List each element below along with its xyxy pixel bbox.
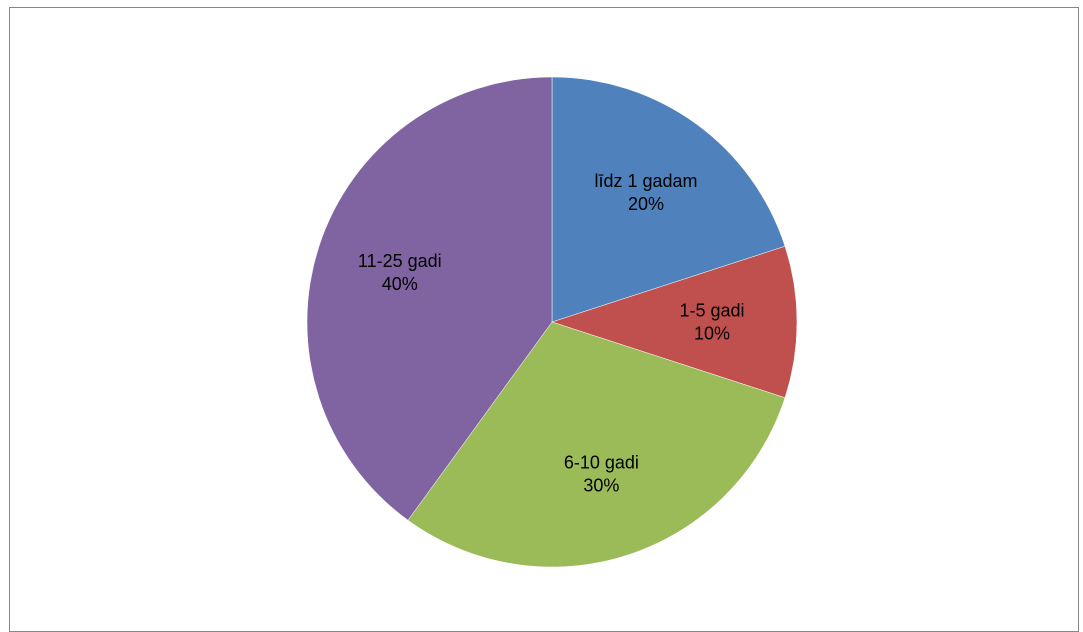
slice-percent-1-5-gadi: 10% [694, 324, 730, 344]
pie-slice-1-5-gadi [551, 245, 798, 399]
slice-label-lidz-1-gadam: līdz 1 gadam [594, 171, 697, 191]
slice-percent-lidz-1-gadam: 20% [628, 194, 664, 214]
slice-label-1-5-gadi: 1-5 gadi [679, 301, 744, 321]
pie-slice-6-10-gadi [407, 321, 786, 568]
pie-labels: līdz 1 gadam 20% 1-5 gadi 10% 6-10 gadi 30% 11… [358, 171, 745, 496]
slice-percent-6-10-gadi: 30% [583, 476, 619, 496]
slice-label-6-10-gadi: 6-10 gadi [564, 453, 639, 473]
slice-percent-11-25-gadi: 40% [382, 274, 418, 294]
pie-slices [306, 76, 798, 568]
slice-label-11-25-gadi: 11-25 gadi [358, 251, 442, 271]
pie-slice-11-25-gadi [306, 76, 553, 521]
pie-slice-lidz-1-gadam [551, 76, 786, 323]
